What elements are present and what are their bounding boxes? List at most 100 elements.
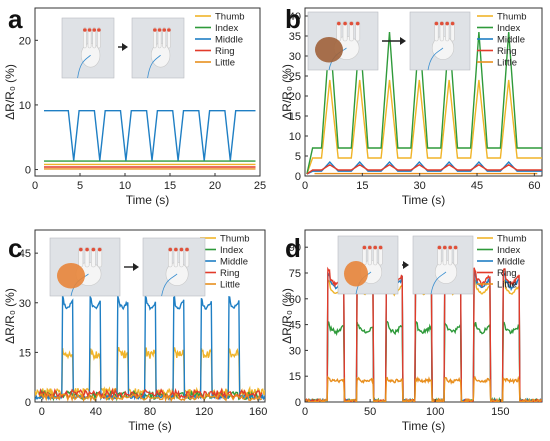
y-axis-label: ΔR/R₀ (%) xyxy=(3,288,17,344)
x-tick-label: 40 xyxy=(90,406,102,418)
y-tick-label: 5 xyxy=(295,151,301,163)
panel-c: 0 40 80 120 160 0 15 30 45 Time (s) ΔR/R₀ (%) c Thum… xyxy=(3,229,267,433)
series-line-middle xyxy=(35,293,265,402)
x-tick-label: 0 xyxy=(32,180,38,192)
x-tick-label: 60 xyxy=(528,180,540,192)
y-tick-label: 0 xyxy=(295,171,301,183)
panel-letter: d xyxy=(285,233,301,263)
x-tick-label: 10 xyxy=(119,180,131,192)
series-line-middle xyxy=(44,110,256,161)
y-tick-label: 15 xyxy=(289,371,301,383)
legend-label: Middle xyxy=(497,35,525,46)
legend-label: Thumb xyxy=(215,12,245,23)
y-tick-label: 15 xyxy=(289,111,301,123)
glove-photo-inset xyxy=(131,17,185,79)
y-tick-label: 30 xyxy=(19,298,31,310)
x-tick-label: 25 xyxy=(254,180,266,192)
hand-photo-inset xyxy=(337,235,399,295)
x-tick-label: 0 xyxy=(39,406,45,418)
legend-label: Ring xyxy=(215,46,235,57)
panel-b: 0 15 30 45 60 0 5 10 15 20 25 30 35 40 Time (s) ΔR/R₀ (… xyxy=(280,4,543,207)
y-tick-label: 0 xyxy=(295,397,301,409)
series-line-little xyxy=(305,375,542,402)
hand-photo-inset xyxy=(307,11,379,71)
x-axis-label: Time (s) xyxy=(402,419,446,433)
y-tick-label: 90 xyxy=(289,242,301,254)
hand-photo-inset xyxy=(61,17,115,79)
x-tick-label: 0 xyxy=(302,406,308,418)
y-axis-label: ΔR/R₀ (%) xyxy=(280,64,294,120)
series-line-thumb xyxy=(35,346,265,399)
panel-a: 0 5 10 15 20 25 0 10 20 Time (s) ΔR/R₀ (%) a ThumbIn… xyxy=(3,4,266,207)
series-line-ring xyxy=(306,163,542,175)
x-tick-label: 100 xyxy=(426,406,444,418)
x-tick-label: 150 xyxy=(491,406,509,418)
legend-label: Little xyxy=(215,58,235,69)
x-tick-label: 20 xyxy=(209,180,221,192)
y-tick-label: 45 xyxy=(289,320,301,332)
y-axis-label: ΔR/R₀ (%) xyxy=(280,288,294,344)
series-line-little xyxy=(38,391,263,402)
y-tick-label: 0 xyxy=(25,165,31,177)
x-tick-label: 120 xyxy=(195,406,213,418)
arrowhead-icon xyxy=(133,263,139,271)
x-tick-label: 30 xyxy=(414,180,426,192)
x-tick-label: 45 xyxy=(471,180,483,192)
y-tick-label: 30 xyxy=(289,345,301,357)
legend-label: Little xyxy=(220,280,240,291)
glove-photo-inset xyxy=(412,235,474,295)
arrowhead-icon xyxy=(403,261,409,269)
hand-photo-inset xyxy=(49,237,121,297)
legend-label: Ring xyxy=(497,46,517,57)
arrowhead-icon xyxy=(122,43,128,51)
series-line-thumb xyxy=(306,79,542,175)
glove-photo-inset xyxy=(142,237,206,297)
y-axis-label: ΔR/R₀ (%) xyxy=(3,64,17,120)
legend-label: Thumb xyxy=(497,12,527,23)
legend-label: Middle xyxy=(497,257,525,268)
y-tick-label: 60 xyxy=(289,294,301,306)
x-axis-label: Time (s) xyxy=(126,193,170,207)
x-tick-label: 0 xyxy=(302,180,308,192)
y-tick-label: 30 xyxy=(289,51,301,63)
x-axis-label: Time (s) xyxy=(128,419,172,433)
legend-label: Little xyxy=(497,280,517,291)
y-tick-label: 35 xyxy=(289,31,301,43)
glove-photo-inset xyxy=(409,11,471,71)
x-tick-label: 15 xyxy=(164,180,176,192)
series-line-ring xyxy=(38,387,263,401)
legend-label: Thumb xyxy=(497,234,527,245)
x-tick-label: 15 xyxy=(356,180,368,192)
y-tick-label: 10 xyxy=(289,131,301,143)
y-tick-label: 10 xyxy=(19,100,31,112)
panel-letter: c xyxy=(8,233,22,263)
legend-label: Index xyxy=(215,23,238,34)
legend-label: Middle xyxy=(220,257,248,268)
x-tick-label: 5 xyxy=(77,180,83,192)
legend-label: Little xyxy=(497,58,517,69)
panel-letter: a xyxy=(8,4,23,34)
y-tick-label: 25 xyxy=(289,71,301,83)
arrowhead-icon xyxy=(400,37,406,45)
legend-label: Middle xyxy=(215,35,243,46)
legend-label: Thumb xyxy=(220,234,250,245)
legend-label: Index xyxy=(220,245,243,256)
x-axis-label: Time (s) xyxy=(402,193,446,207)
x-tick-label: 50 xyxy=(364,406,376,418)
legend-label: Index xyxy=(497,23,520,34)
panel-d: 0 50 100 150 0 15 30 45 60 75 90 Time (s) ΔR/R₀ (%) d… xyxy=(280,229,543,433)
y-tick-label: 45 xyxy=(19,248,31,260)
y-tick-label: 15 xyxy=(19,347,31,359)
panel-letter: b xyxy=(285,4,301,34)
y-tick-label: 20 xyxy=(289,91,301,103)
series-line-index xyxy=(305,320,542,402)
legend-label: Ring xyxy=(220,268,240,279)
legend-label: Index xyxy=(497,245,520,256)
series-line-index xyxy=(306,31,542,175)
y-tick-label: 40 xyxy=(289,11,301,23)
